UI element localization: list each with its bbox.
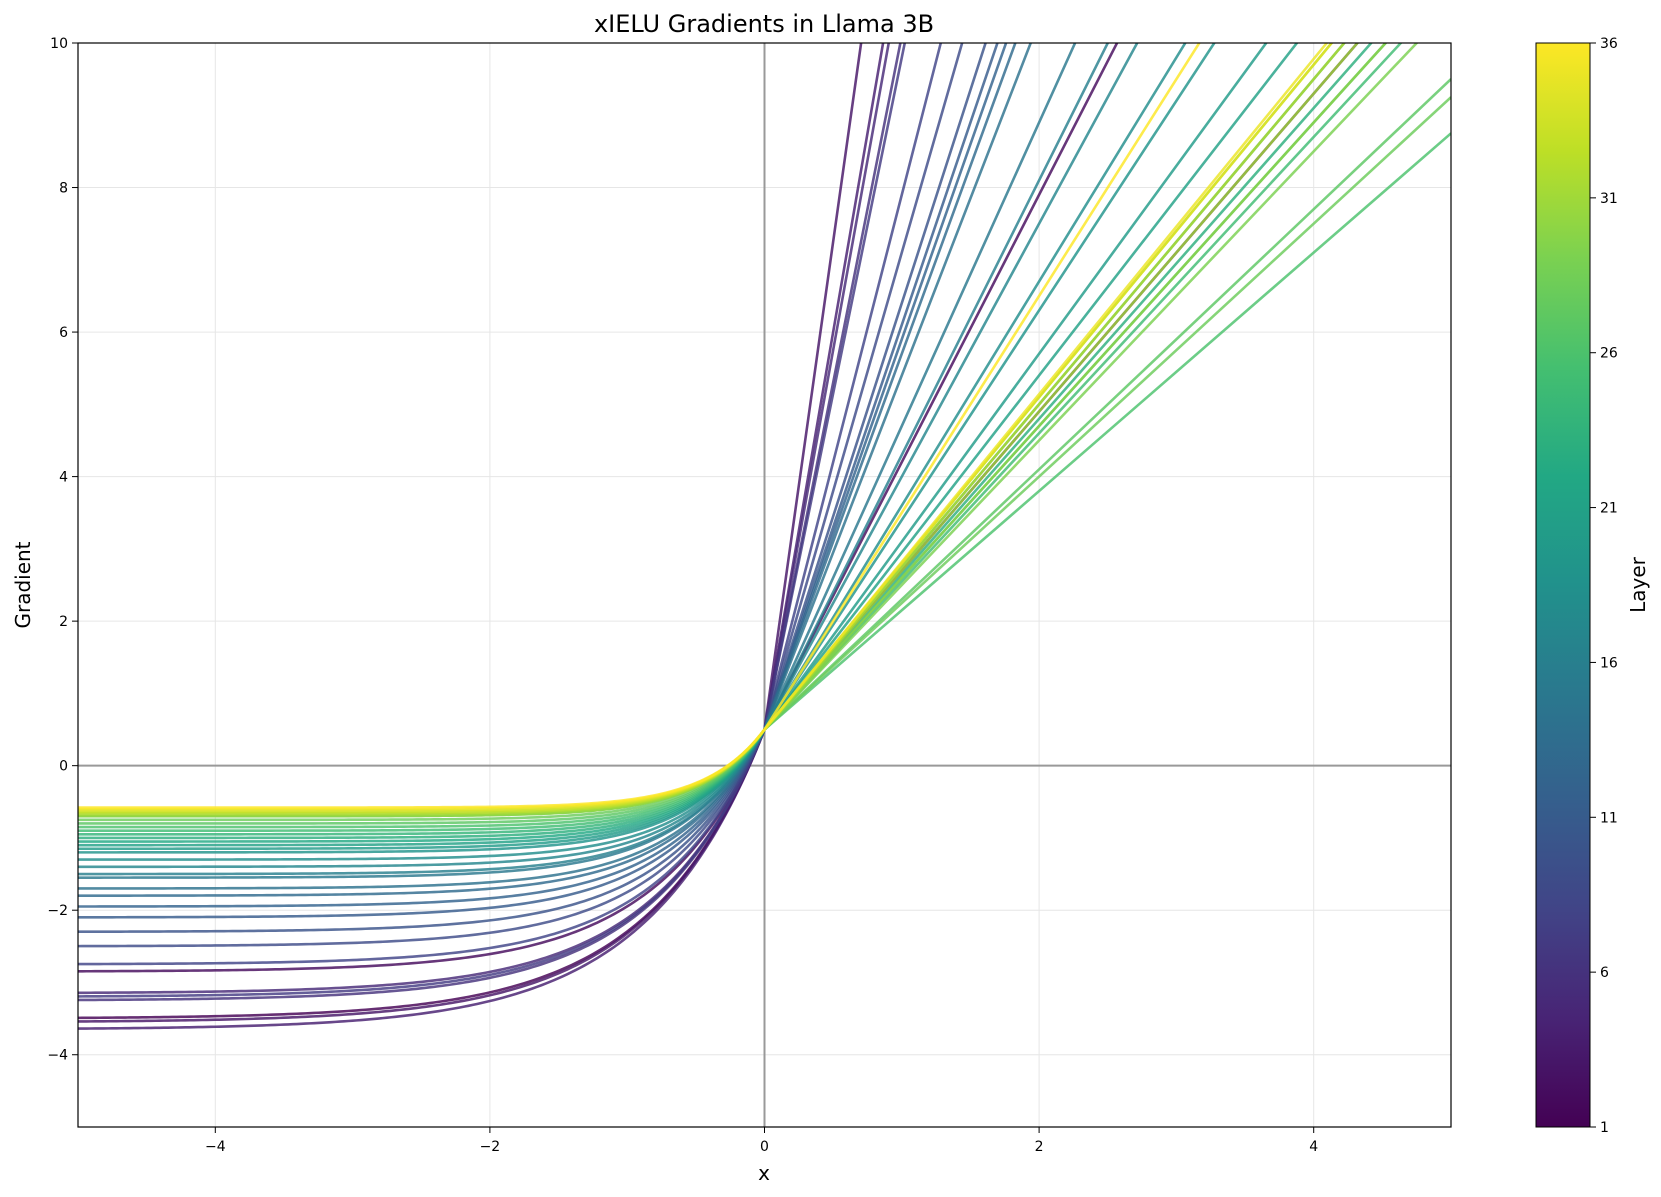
series-line-layer-9 [78, 43, 964, 948]
x-tick-label: 0 [760, 1139, 769, 1155]
y-axis-label: Gradient [11, 541, 35, 628]
colorbar-tick-label: 1 [1600, 1120, 1609, 1136]
series-line-layer-24 [78, 43, 1388, 836]
series-line-layer-22 [78, 43, 1346, 843]
y-tick-label: 2 [59, 614, 68, 630]
x-axis-label: x [758, 1161, 770, 1185]
x-tick-label: 2 [1035, 1139, 1044, 1155]
series-lines [78, 43, 1451, 1030]
series-line-layer-12 [78, 43, 1008, 908]
y-tick-label: −2 [47, 903, 68, 919]
series-line-layer-23 [78, 43, 1373, 840]
colorbar [1535, 42, 1591, 1128]
series-line-layer-15 [78, 43, 1077, 879]
y-tick-label: 8 [59, 181, 68, 197]
series-line-layer-13 [78, 43, 1017, 897]
colorbar-tick-label: 16 [1600, 655, 1618, 671]
series-line-layer-2 [78, 43, 1119, 973]
series-line-layer-11 [78, 43, 999, 919]
colorbar-tick-label: 21 [1600, 501, 1618, 517]
series-line-layer-25 [78, 43, 1403, 832]
x-tick-label: −4 [205, 1139, 226, 1155]
series-line-layer-7 [78, 43, 907, 998]
y-axis-ticks: −4 −2 0 2 4 6 8 10 [47, 36, 78, 1064]
series-line-layer-17 [78, 43, 1139, 869]
y-tick-label: 0 [59, 759, 68, 775]
series-line-layer-4 [78, 43, 885, 1030]
series-line-layer-26 [78, 132, 1451, 829]
series-line-layer-14 [78, 43, 1033, 890]
colorbar-tick-label: 36 [1600, 36, 1618, 52]
series-line-layer-3 [78, 43, 863, 1023]
series-line-layer-21 [78, 43, 1299, 847]
colorbar-label: Layer [1626, 556, 1650, 613]
y-tick-label: 10 [50, 36, 68, 52]
series-line-layer-18 [78, 43, 1187, 861]
colorbar-tick-label: 31 [1600, 191, 1618, 207]
x-tick-label: −2 [480, 1139, 501, 1155]
zero-lines [78, 43, 1451, 1127]
colorbar-tick-label: 6 [1600, 965, 1609, 981]
colorbar-tick-label: 26 [1600, 346, 1618, 362]
colorbar-tick-label: 11 [1600, 810, 1618, 826]
series-line-layer-20 [78, 43, 1268, 851]
series-line-layer-16 [78, 43, 1110, 876]
x-axis-ticks: −4 −2 0 2 4 [205, 1127, 1318, 1155]
y-tick-label: −4 [47, 1048, 68, 1064]
series-line-layer-27 [78, 78, 1451, 825]
series-line-layer-10 [78, 43, 987, 934]
series-line-layer-28 [78, 96, 1451, 822]
chart-title: xIELU Gradients in Llama 3B [594, 10, 934, 38]
series-line-layer-19 [78, 43, 1216, 854]
y-tick-label: 4 [59, 470, 68, 486]
series-line-layer-8 [78, 43, 943, 966]
series-line-layer-36 [78, 43, 1201, 809]
x-tick-label: 4 [1309, 1139, 1318, 1155]
y-tick-label: 6 [59, 325, 68, 341]
